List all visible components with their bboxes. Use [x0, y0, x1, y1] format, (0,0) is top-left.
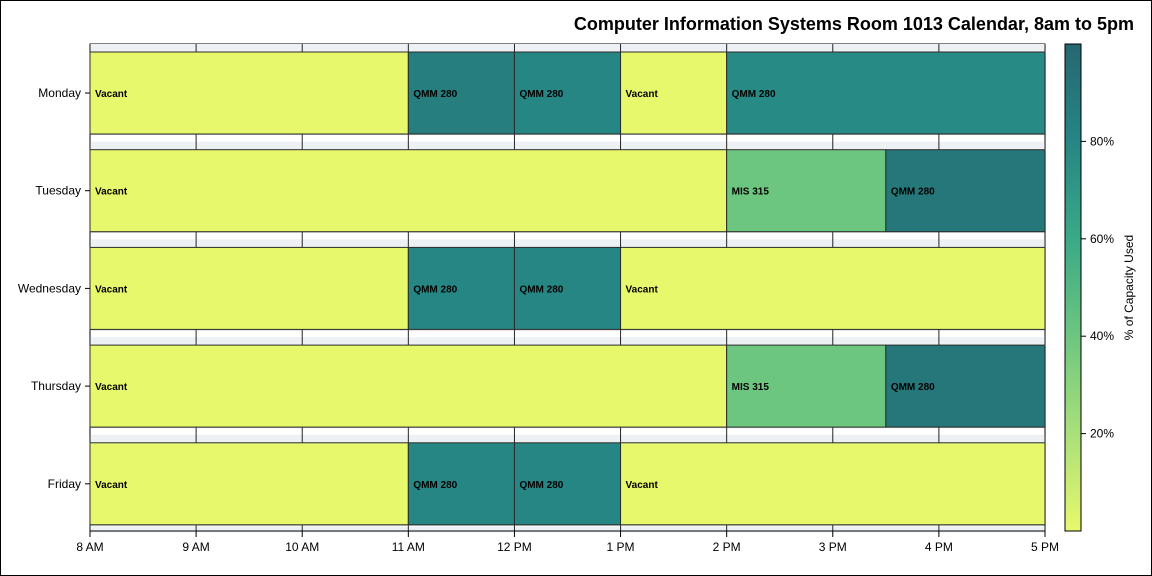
y-tick-label: Monday — [38, 86, 81, 100]
event-label: Vacant — [95, 480, 128, 491]
event-label: MIS 315 — [732, 187, 770, 198]
colorbar-tick-label: 20% — [1090, 427, 1114, 441]
event-label: QMM 280 — [732, 89, 776, 100]
event-label: Vacant — [626, 480, 659, 491]
event-label: QMM 280 — [519, 480, 563, 491]
x-tick-label: 1 PM — [607, 540, 635, 554]
day-strip-top — [90, 337, 1045, 346]
event-bar — [620, 51, 728, 135]
event-label: QMM 280 — [519, 89, 563, 100]
x-tick-label: 3 PM — [819, 540, 847, 554]
colorbar-tick-label: 40% — [1090, 329, 1114, 343]
event-label: QMM 280 — [519, 284, 563, 295]
colorbar-legend: 20% 40% 60% 80% % of Capacity Used — [1064, 43, 1136, 532]
event-bar — [513, 51, 622, 135]
x-tick-label: 8 AM — [76, 540, 103, 554]
event-bar — [89, 51, 409, 135]
x-axis: 8 AM 9 AM 10 AM 11 AM 12 PM 1 PM 2 PM 3 PM 4 PM 5… — [76, 530, 1059, 554]
event-bar — [885, 149, 1046, 233]
event-label: QMM 280 — [891, 187, 935, 198]
event-label: Vacant — [95, 89, 128, 100]
day-strip-top — [90, 141, 1045, 150]
event-label: MIS 315 — [732, 382, 770, 393]
x-tick-label: 9 AM — [182, 540, 209, 554]
event-bar — [407, 442, 515, 526]
event-label: QMM 280 — [413, 284, 457, 295]
colorbar-tick-label: 80% — [1090, 134, 1114, 148]
event-bar — [726, 149, 887, 233]
day-strip-top — [90, 44, 1045, 52]
event-label: Vacant — [626, 89, 659, 100]
event-label: Vacant — [95, 187, 128, 198]
day-bands — [90, 44, 1045, 533]
event-bar — [620, 246, 1046, 330]
x-tick-label: 11 AM — [392, 540, 425, 554]
y-tick-label: Thursday — [31, 379, 81, 393]
y-tick-label: Tuesday — [35, 184, 81, 198]
event-label: QMM 280 — [891, 382, 935, 393]
colorbar — [1064, 43, 1082, 532]
day-strip-bottom — [90, 526, 1045, 533]
x-tick-label: 2 PM — [713, 540, 741, 554]
event-bar — [89, 344, 728, 428]
event-label: Vacant — [95, 382, 128, 393]
y-axis: Monday Tuesday Wednesday Thursday Friday — [18, 86, 90, 491]
event-bar — [89, 149, 728, 233]
event-bars — [89, 51, 1046, 526]
event-label: QMM 280 — [413, 89, 457, 100]
day-strip-top — [90, 239, 1045, 248]
event-bar — [726, 344, 887, 428]
y-tick-label: Friday — [48, 477, 81, 491]
event-label: Vacant — [95, 284, 128, 295]
day-strip-top — [90, 434, 1045, 443]
x-tick-label: 5 PM — [1031, 540, 1059, 554]
y-tick-label: Wednesday — [18, 281, 81, 295]
event-bar — [407, 246, 515, 330]
event-bar — [89, 246, 409, 330]
event-bar — [89, 442, 409, 526]
x-tick-label: 12 PM — [497, 540, 532, 554]
event-bar — [620, 442, 1046, 526]
event-labels: Vacant QMM 280 QMM 280 Vacant QMM 280 Vacant M… — [95, 89, 935, 491]
x-tick-label: 4 PM — [925, 540, 953, 554]
event-bar — [513, 246, 622, 330]
x-tick-label: 10 AM — [285, 540, 319, 554]
colorbar-tick-label: 60% — [1090, 232, 1114, 246]
event-bar — [885, 344, 1046, 428]
colorbar-title: % of Capacity Used — [1122, 235, 1136, 340]
event-bar — [726, 51, 1046, 135]
event-label: Vacant — [626, 284, 659, 295]
event-bar — [513, 442, 622, 526]
chart-title: Computer Information Systems Room 1013 C… — [573, 14, 1134, 34]
event-label: QMM 280 — [413, 480, 457, 491]
